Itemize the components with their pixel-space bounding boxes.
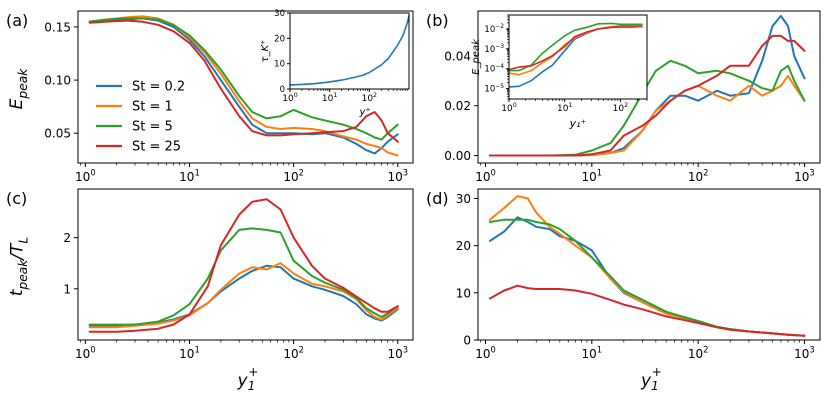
legend-label: St = 25: [132, 140, 181, 155]
inset-x-tick-label: 101: [322, 92, 337, 104]
series-line-St25: [488, 34, 806, 157]
inset-x-tick-label: 100: [501, 102, 516, 114]
panel-label: (a): [6, 11, 28, 30]
inset-series-line: [508, 25, 643, 71]
series-line-St25: [88, 19, 399, 143]
series-line-St5: [488, 218, 806, 337]
x-tick-label: 102: [688, 168, 709, 184]
panel-label: (d): [426, 189, 449, 208]
x-tick-label: 100: [475, 345, 496, 361]
panel-c: 100 101 102 103 1 2 (c) tpeak/TL y1+: [6, 188, 414, 393]
series-line-St1: [88, 15, 399, 157]
y-tick-label: 30: [456, 192, 471, 206]
legend-label: St = 0.2: [132, 80, 185, 95]
x-tick-label: 101: [582, 345, 603, 361]
y-tick-label: 0.15: [44, 20, 71, 34]
inset-y-tick-label: 20: [274, 34, 285, 44]
y-tick-label: 0: [463, 334, 471, 348]
series-line-St25: [88, 198, 399, 333]
inset-x-tick-label: 102: [613, 102, 628, 114]
y-axis-label: tpeak/TL: [7, 237, 30, 297]
inset-x-tick-label: 101: [557, 102, 572, 114]
inset-y-label: τ_K⁺: [260, 40, 271, 63]
y-tick-label: 0.00: [444, 149, 471, 163]
inset-series-line: [289, 15, 410, 86]
panel-b: 100 101 102 103 0.00 0.02 0.04 (b) 100 101 102 10−5…: [426, 10, 821, 184]
x-axis-label: y1+: [640, 365, 662, 393]
inset-y-tick-label: 0: [280, 85, 285, 95]
axes-frame: [477, 10, 821, 164]
x-tick-label: 102: [688, 345, 709, 361]
inset-y-tick-label: 10−3: [484, 43, 504, 55]
axes-frame: [77, 188, 414, 341]
inset-background: [290, 13, 409, 89]
series-line-St0_2: [488, 216, 806, 337]
panel-d: 100 101 102 103 0 10 20 30 (d) y1+: [426, 188, 821, 393]
x-tick-label: 100: [75, 345, 96, 361]
x-tick-label: 100: [75, 168, 96, 184]
x-tick-label: 101: [179, 168, 200, 184]
x-tick-label: 103: [387, 345, 408, 361]
series-line-St1: [88, 262, 399, 329]
x-tick-label: 103: [794, 168, 815, 184]
legend-label: St = 5: [132, 120, 173, 135]
panel-label: (b): [426, 11, 449, 30]
y-tick-label: 0.10: [44, 74, 71, 88]
series-line-St5: [488, 59, 806, 157]
series-line-St5: [88, 227, 399, 326]
x-tick-label: 101: [582, 168, 603, 184]
axes-frame: [477, 188, 821, 341]
inset-x-label: y₁⁺: [569, 117, 587, 130]
y-tick-label: 10: [456, 286, 471, 300]
x-tick-label: 101: [179, 345, 200, 361]
y-tick-label: 20: [456, 239, 471, 253]
y-tick-label: 1: [63, 282, 71, 296]
inset-y-tick-label: 30: [274, 9, 285, 19]
x-tick-label: 103: [794, 345, 815, 361]
x-tick-label: 100: [475, 168, 496, 184]
x-axis-label: y1+: [237, 365, 259, 393]
y-tick-label: 0.02: [444, 99, 471, 113]
inset-x-tick-label: 100: [282, 92, 297, 104]
x-tick-label: 102: [283, 168, 304, 184]
axes-frame: [77, 10, 414, 164]
inset-y-label: E_peak: [471, 38, 482, 75]
legend-label: St = 1: [132, 100, 173, 115]
panel-label: (c): [6, 189, 27, 208]
inset-x-label: y⁺: [359, 107, 371, 118]
series-line-St25: [488, 284, 806, 337]
y-tick-label: 2: [63, 231, 71, 245]
inset-y-tick-label: 10−4: [484, 63, 504, 75]
inset-frame: [289, 12, 410, 90]
series-line-St1: [488, 195, 806, 337]
y-tick-label: 0.04: [444, 49, 471, 63]
inset-y-tick-label: 10−2: [484, 23, 504, 35]
inset-y-tick-label: 10−5: [484, 83, 504, 95]
inset-y-tick-label: 10: [274, 60, 285, 70]
series-line-St5: [88, 17, 399, 141]
x-tick-label: 103: [387, 168, 408, 184]
x-tick-label: 102: [283, 345, 304, 361]
inset-x-tick-label: 102: [362, 92, 377, 104]
y-tick-label: 0.05: [44, 127, 71, 141]
y-axis-label: Epeak: [7, 68, 30, 110]
